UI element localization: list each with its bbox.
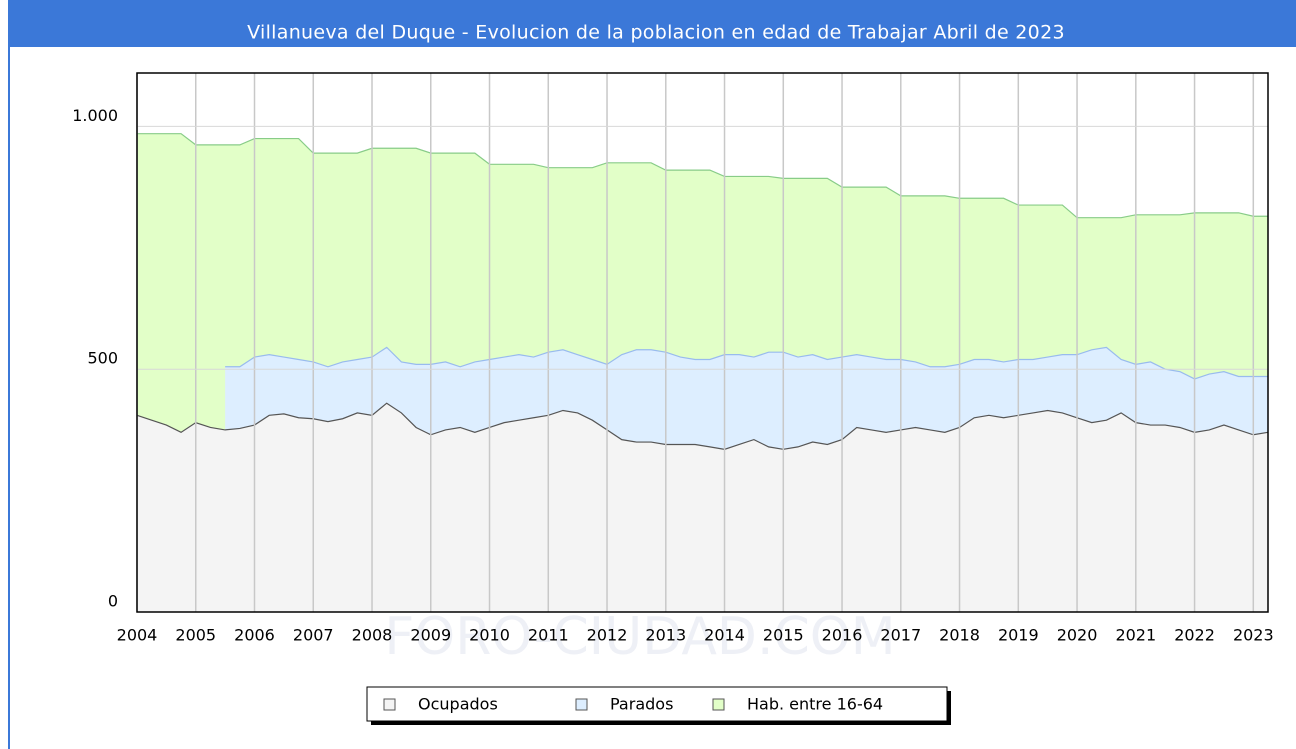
x-tick-label: 2023 bbox=[1233, 626, 1274, 645]
legend-label: Ocupados bbox=[418, 695, 498, 714]
x-tick-label: 2011 bbox=[528, 626, 569, 645]
x-tick-label: 2009 bbox=[410, 626, 451, 645]
line bbox=[136, 402, 1269, 450]
watermark: FORO-CIUDAD.COM bbox=[384, 607, 895, 667]
area bbox=[225, 347, 1268, 450]
area bbox=[137, 403, 1268, 612]
chart-title: Villanueva del Duque - Evolucion de la p… bbox=[247, 22, 1065, 44]
legend-label: Hab. entre 16-64 bbox=[747, 695, 883, 714]
plot-area bbox=[136, 73, 1269, 613]
x-tick-label: 2010 bbox=[469, 626, 510, 645]
x-tick-label: 2014 bbox=[704, 626, 745, 645]
plot-frame bbox=[136, 72, 1269, 613]
x-tick-label: 2020 bbox=[1057, 626, 1098, 645]
x-tick-label: 2005 bbox=[175, 626, 216, 645]
x-tick-label: 2013 bbox=[645, 626, 686, 645]
line bbox=[225, 346, 1268, 380]
y-tick-label: 0 bbox=[108, 592, 118, 611]
x-tick-label: 2015 bbox=[763, 626, 804, 645]
left-border bbox=[8, 47, 10, 749]
line bbox=[137, 133, 1268, 219]
legend-swatch bbox=[575, 698, 588, 711]
x-tick-label: 2008 bbox=[352, 626, 393, 645]
legend-entries: Ocupados Parados Hab. entre 16-64 bbox=[383, 695, 883, 714]
x-tick-label: 2019 bbox=[998, 626, 1039, 645]
legend bbox=[366, 686, 948, 722]
legend-swatch bbox=[712, 698, 725, 711]
legend-label: Parados bbox=[610, 695, 673, 714]
x-tick-label: 2022 bbox=[1174, 626, 1215, 645]
y-tick-label: 500 bbox=[87, 349, 118, 368]
x-tick-label: 2017 bbox=[880, 626, 921, 645]
x-tick-label: 2007 bbox=[293, 626, 334, 645]
x-tick-label: 2012 bbox=[587, 626, 628, 645]
title-bar bbox=[8, 0, 1296, 47]
x-tick-label: 2016 bbox=[822, 626, 863, 645]
x-tick-label: 2018 bbox=[939, 626, 980, 645]
x-tick-label: 2006 bbox=[234, 626, 275, 645]
x-tick-label: 2021 bbox=[1115, 626, 1156, 645]
axes: 2004 2005 2006 2007 2008 2009 2010 2011 2012 2013… bbox=[72, 72, 1274, 645]
y-tick-label: 1.000 bbox=[72, 106, 118, 125]
x-tick-label: 2004 bbox=[117, 626, 158, 645]
legend-swatch bbox=[383, 698, 396, 711]
